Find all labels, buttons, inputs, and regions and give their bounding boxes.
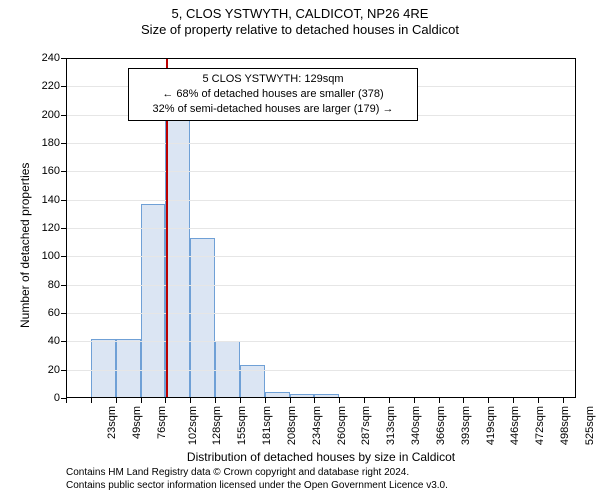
footer-line-1: Contains HM Land Registry data © Crown c… [66, 466, 448, 479]
x-tick-mark [116, 398, 117, 403]
x-tick-mark [339, 398, 340, 403]
y-tick-label: 80 [48, 279, 66, 291]
x-tick-label: 128sqm [210, 406, 224, 445]
gridline [66, 143, 576, 144]
y-tick-label: 40 [48, 335, 66, 347]
x-tick-label: 287sqm [359, 406, 373, 445]
x-tick-mark [91, 398, 92, 403]
tooltip-line-3: 32% of semi-detached houses are larger (… [133, 102, 413, 117]
y-tick-label: 100 [42, 250, 66, 262]
x-tick-label: 366sqm [433, 406, 447, 445]
y-tick-label: 200 [42, 109, 66, 121]
x-tick-label: 102sqm [185, 406, 199, 445]
x-tick-mark [314, 398, 315, 403]
x-tick-label: 181sqm [259, 406, 273, 445]
x-tick-label: 419sqm [483, 406, 497, 445]
x-tick-mark [240, 398, 241, 403]
histogram-bar [314, 394, 339, 398]
y-tick-label: 240 [42, 52, 66, 64]
y-tick-label: 0 [54, 392, 66, 404]
y-tick-label: 140 [42, 194, 66, 206]
gridline [66, 341, 576, 342]
x-tick-mark [414, 398, 415, 403]
x-tick-label: 525sqm [582, 406, 596, 445]
x-tick-label: 472sqm [532, 406, 546, 445]
gridline [66, 256, 576, 257]
x-tick-label: 393sqm [458, 406, 472, 445]
x-tick-label: 155sqm [234, 406, 248, 445]
x-tick-label: 340sqm [408, 406, 422, 445]
x-tick-mark [439, 398, 440, 403]
x-tick-mark [513, 398, 514, 403]
gridline [66, 313, 576, 314]
histogram-bar [91, 339, 116, 399]
attribution-footer: Contains HM Land Registry data © Crown c… [66, 466, 448, 492]
histogram-bar [190, 238, 215, 398]
x-tick-mark [563, 398, 564, 403]
chart-title-line1: 5, CLOS YSTWYTH, CALDICOT, NP26 4RE [0, 6, 600, 22]
footer-line-2: Contains public sector information licen… [66, 479, 448, 492]
x-tick-mark [165, 398, 166, 403]
y-tick-label: 160 [42, 165, 66, 177]
y-tick-label: 220 [42, 80, 66, 92]
x-tick-label: 234sqm [309, 406, 323, 445]
tooltip-line-1: 5 CLOS YSTWYTH: 129sqm [133, 72, 413, 87]
x-tick-label: 446sqm [508, 406, 522, 445]
x-tick-mark [215, 398, 216, 403]
x-tick-mark [190, 398, 191, 403]
histogram-bar [265, 392, 290, 398]
x-tick-mark [538, 398, 539, 403]
gridline [66, 200, 576, 201]
x-tick-mark [364, 398, 365, 403]
x-tick-label: 313sqm [383, 406, 397, 445]
x-tick-label: 260sqm [334, 406, 348, 445]
x-tick-mark [488, 398, 489, 403]
gridline [66, 228, 576, 229]
x-tick-label: 23sqm [104, 406, 118, 439]
x-axis-label: Distribution of detached houses by size … [66, 450, 576, 464]
gridline [66, 370, 576, 371]
y-axis-label: Number of detached properties [18, 163, 32, 328]
histogram-bar [116, 339, 141, 399]
tooltip-line-2: ← 68% of detached houses are smaller (37… [133, 87, 413, 102]
x-tick-label: 498sqm [557, 406, 571, 445]
x-tick-mark [463, 398, 464, 403]
x-tick-mark [66, 398, 67, 403]
x-tick-label: 49sqm [129, 406, 143, 439]
x-tick-label: 76sqm [154, 406, 168, 439]
histogram-bar [290, 394, 315, 398]
chart-title-line2: Size of property relative to detached ho… [0, 22, 600, 38]
property-tooltip: 5 CLOS YSTWYTH: 129sqm ← 68% of detached… [128, 68, 418, 121]
histogram-plot-area: 5 CLOS YSTWYTH: 129sqm ← 68% of detached… [66, 58, 576, 398]
gridline [66, 285, 576, 286]
x-tick-mark [265, 398, 266, 403]
y-tick-label: 60 [48, 307, 66, 319]
y-tick-label: 120 [42, 222, 66, 234]
x-tick-label: 208sqm [284, 406, 298, 445]
x-tick-mark [290, 398, 291, 403]
y-tick-label: 20 [48, 364, 66, 376]
x-tick-mark [141, 398, 142, 403]
x-tick-mark [389, 398, 390, 403]
y-tick-label: 180 [42, 137, 66, 149]
gridline [66, 171, 576, 172]
